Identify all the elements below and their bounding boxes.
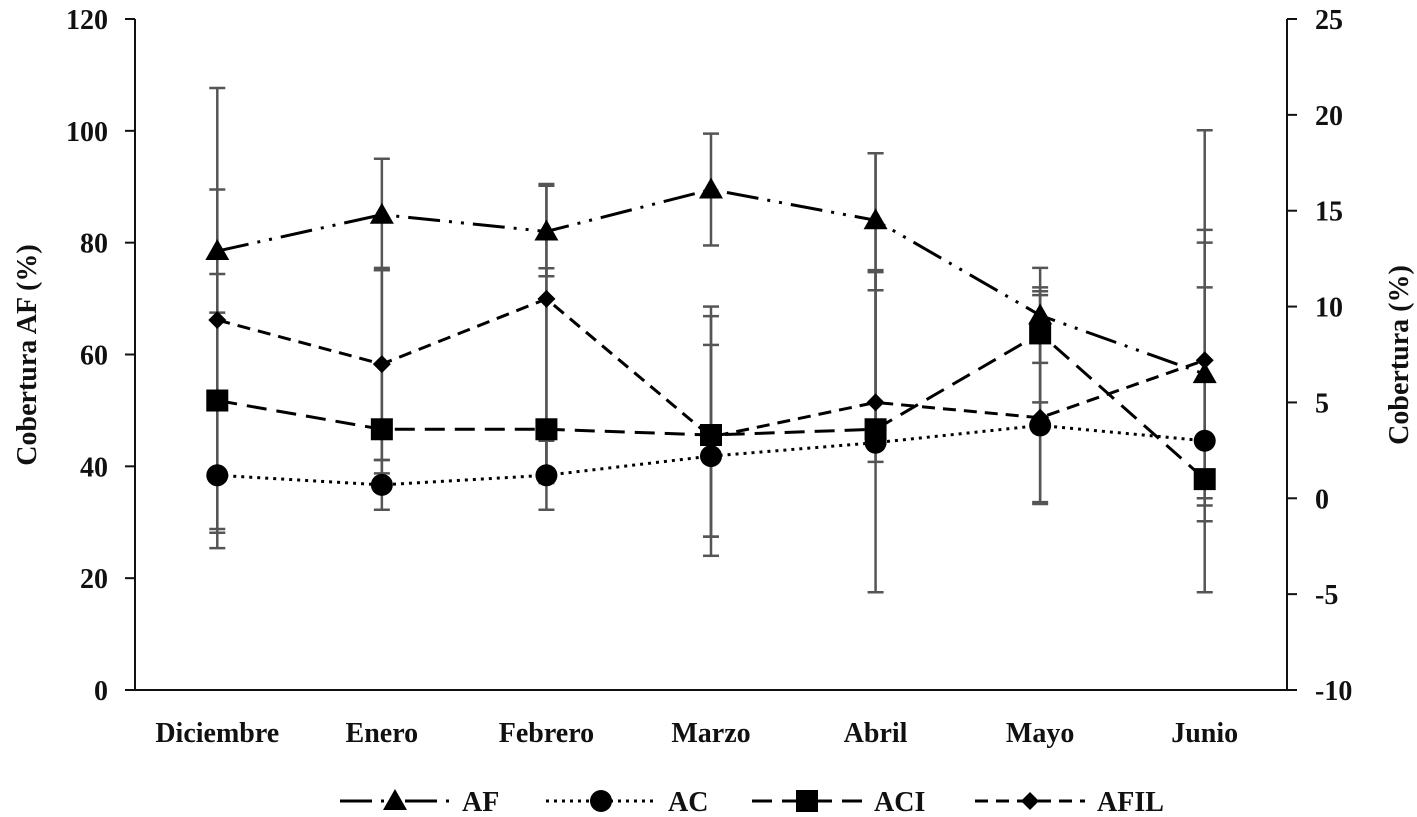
point-AFIL [208, 310, 227, 329]
point-AC [206, 464, 229, 487]
right-tick-label: 5 [1315, 388, 1329, 419]
point-ACI [864, 418, 887, 441]
left-tick-label: 0 [94, 676, 108, 707]
point-AF [534, 219, 559, 241]
axes: 0 20 40 60 80 100 120 -10 -5 0 5 10 15 20 25 Diciembre E… [12, 5, 1415, 749]
point-AC [535, 464, 558, 487]
point-AFIL [702, 427, 720, 446]
left-tick-label: 80 [80, 229, 108, 260]
left-tick-label: 120 [66, 5, 108, 36]
x-category-label: Diciembre [155, 718, 279, 749]
left-tick-label: 60 [80, 341, 108, 372]
point-AC [1193, 429, 1216, 452]
error-bars [209, 86, 1213, 594]
point-AF [1192, 362, 1217, 384]
left-axis-title: Cobertura AF (%) [12, 244, 43, 465]
point-AFIL [372, 355, 391, 374]
point-AF [1028, 303, 1053, 325]
right-tick-label: 20 [1315, 101, 1343, 132]
point-AF [369, 202, 394, 224]
point-AFIL [537, 289, 556, 308]
point-AF [699, 177, 723, 199]
left-tick-label: 100 [66, 117, 108, 148]
point-ACI [206, 389, 229, 412]
point-AC [370, 473, 393, 496]
legend-label-ACI: ACI [874, 787, 925, 817]
point-AF [863, 208, 888, 230]
left-tick-label: 40 [80, 452, 108, 483]
point-AFIL [866, 393, 885, 412]
legend-marker-ACI [796, 790, 818, 812]
right-tick-label: 25 [1315, 5, 1343, 36]
point-ACI [535, 418, 558, 441]
x-category-label: Marzo [671, 718, 750, 749]
left-tick-label: 20 [80, 564, 108, 595]
legend-marker-AF [383, 789, 407, 810]
x-category-label: Junio [1171, 718, 1238, 749]
right-tick-label: -10 [1315, 676, 1352, 707]
legend-marker-AFIL [1021, 792, 1039, 810]
legend-label-AC: AC [668, 787, 708, 817]
x-category-label: Febrero [499, 718, 594, 749]
legend-marker-AC [590, 790, 612, 812]
series-markers [205, 177, 1217, 496]
legend-label-AFIL: AFIL [1097, 787, 1164, 817]
legend: AF AC ACI AFIL [340, 787, 1164, 817]
x-category-label: Mayo [1006, 718, 1074, 749]
right-tick-label: 10 [1315, 293, 1343, 324]
x-category-label: Abril [844, 718, 908, 749]
legend-label-AF: AF [462, 787, 499, 817]
point-ACI [1193, 468, 1216, 491]
point-AFIL [1195, 351, 1214, 370]
point-AFIL [1031, 408, 1050, 427]
right-axis-title: Cobertura (%) [1384, 265, 1415, 445]
point-ACI [370, 418, 393, 441]
x-category-label: Enero [346, 718, 419, 749]
right-tick-label: 15 [1315, 197, 1343, 228]
right-tick-label: 0 [1315, 484, 1329, 515]
point-AC [700, 445, 722, 468]
point-ACI [1029, 322, 1052, 345]
right-tick-label: -5 [1315, 580, 1338, 611]
point-AF [205, 239, 230, 261]
